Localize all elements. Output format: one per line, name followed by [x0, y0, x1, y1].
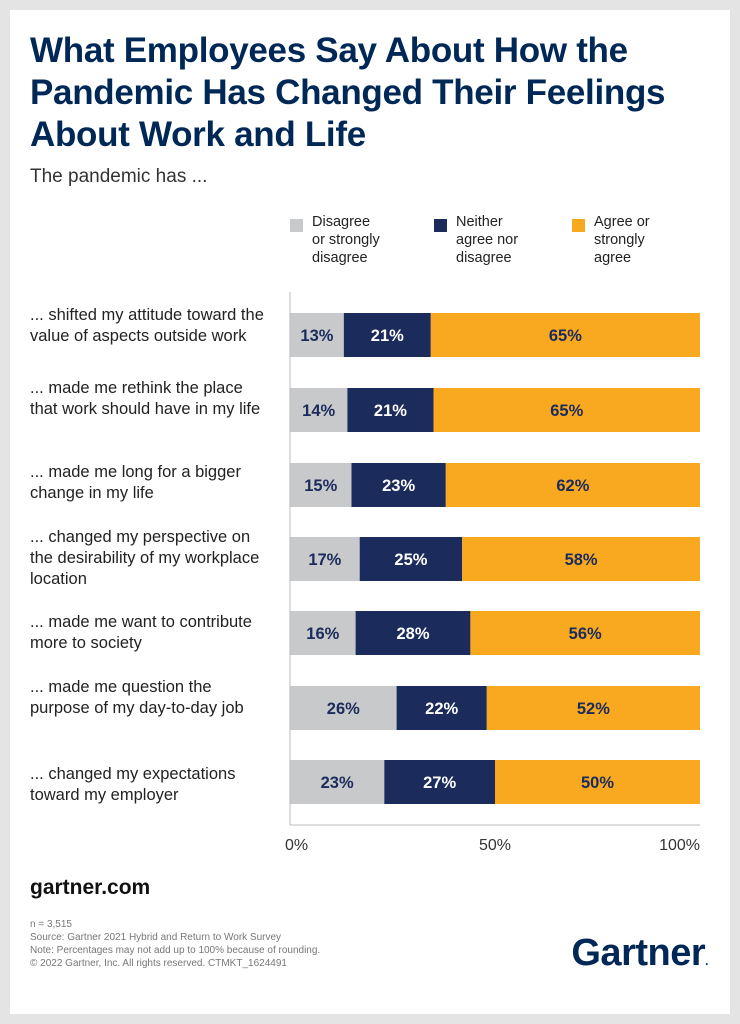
stacked-bar-chart: 13% 21% 65% 14% 21% 65% 15% 23% 62% 17% 25% 58% 16% 2… [285, 292, 700, 854]
data-label-agree: 62% [556, 477, 589, 495]
bar-segment-agree [462, 537, 700, 581]
gartner-logo: Gartner. [571, 932, 708, 975]
data-label-disagree: 15% [304, 477, 337, 495]
x-tick-label: 100% [659, 837, 700, 854]
chart-title: What Employees Say About How the Pandemi… [30, 31, 666, 154]
bar-segment-agree [495, 760, 700, 804]
row-label: ... changed my perspective on the desira… [30, 528, 260, 588]
bar-segment-agree [430, 313, 700, 357]
bar-segment-neither [351, 463, 446, 507]
bar-segment-disagree [290, 388, 348, 432]
data-label-agree: 50% [581, 774, 614, 792]
footnotes: n = 3,515 Source: Gartner 2021 Hybrid an… [30, 918, 320, 970]
data-label-neither: 22% [425, 700, 458, 718]
legend-label-disagree: Disagree or strongly disagree [312, 214, 380, 266]
row-label: ... changed my expectations toward my em… [30, 765, 236, 804]
legend-label-agree: Agree or strongly agree [594, 214, 650, 266]
rounding-note: Note: Percentages may not add up to 100%… [30, 945, 321, 956]
source-note: Source: Gartner 2021 Hybrid and Return t… [30, 932, 282, 943]
data-label-neither: 21% [371, 327, 404, 345]
data-label-agree: 52% [577, 700, 610, 718]
x-tick-label: 0% [285, 837, 308, 854]
data-label-agree: 65% [549, 327, 582, 345]
website-label: gartner.com [30, 876, 151, 899]
bar-segment-disagree [290, 313, 344, 357]
bar-segment-neither [343, 313, 431, 357]
legend-swatch-neither [434, 219, 447, 232]
bar-segment-neither [355, 611, 471, 655]
logo-dot: . [705, 954, 708, 968]
bar-segment-disagree [290, 611, 356, 655]
data-label-neither: 27% [423, 774, 456, 792]
data-label-disagree: 23% [321, 774, 354, 792]
bar-segment-disagree [290, 760, 385, 804]
bar-segment-agree [486, 686, 700, 730]
bar-segment-neither [396, 686, 487, 730]
data-label-neither: 28% [396, 625, 429, 643]
logo-wordmark: Gartner [571, 932, 706, 974]
bar-segment-disagree [290, 537, 360, 581]
bar-segment-disagree [290, 463, 352, 507]
data-label-neither: 21% [374, 402, 407, 420]
data-label-agree: 58% [565, 551, 598, 569]
data-label-agree: 65% [550, 402, 583, 420]
data-label-disagree: 13% [300, 327, 333, 345]
copyright-note: © 2022 Gartner, Inc. All rights reserved… [30, 958, 287, 969]
legend-swatch-agree [572, 219, 585, 232]
data-label-disagree: 17% [308, 551, 341, 569]
data-label-disagree: 16% [306, 625, 339, 643]
legend-label-neither: Neither agree nor disagree [456, 214, 519, 266]
chart-subtitle: The pandemic has ... [30, 166, 208, 187]
data-label-disagree: 14% [302, 402, 335, 420]
legend-swatch-disagree [290, 219, 303, 232]
row-label: ... made me want to contribute more to s… [30, 613, 252, 652]
data-label-neither: 25% [394, 551, 427, 569]
data-label-disagree: 26% [327, 700, 360, 718]
infographic-card [10, 10, 730, 1014]
bar-segment-neither [384, 760, 495, 804]
row-label: ... shifted my attitude toward the value… [30, 306, 264, 345]
bar-segment-disagree [290, 686, 397, 730]
row-label: ... made me question the purpose of my d… [30, 678, 244, 717]
data-label-agree: 56% [569, 625, 602, 643]
x-tick-label: 50% [479, 837, 511, 854]
bar-segment-neither [347, 388, 434, 432]
row-label: ... made me long for a bigger change in … [30, 463, 241, 502]
bar-segment-agree [470, 611, 700, 655]
data-label-neither: 23% [382, 477, 415, 495]
bar-segment-agree [445, 463, 700, 507]
bar-segment-agree [433, 388, 700, 432]
sample-size-note: n = 3,515 [30, 919, 72, 930]
row-label: ... made me rethink the place that work … [30, 379, 261, 418]
bar-segment-neither [359, 537, 463, 581]
